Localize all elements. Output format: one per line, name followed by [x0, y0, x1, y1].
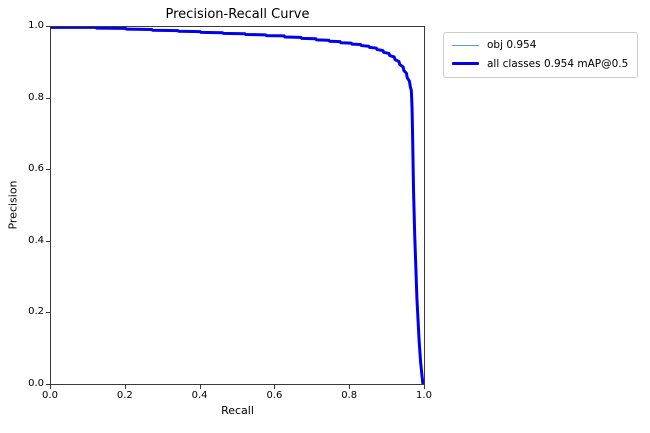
x-tick-mark — [124, 385, 126, 389]
x-tick-label: 0.0 — [42, 390, 58, 401]
legend-line-sample-all-classes — [452, 62, 479, 66]
y-tick-mark — [46, 169, 50, 171]
x-tick-label: 0.8 — [341, 390, 358, 401]
y-axis-label: Precision — [6, 180, 20, 230]
y-tick-label: 0.8 — [28, 91, 44, 103]
y-tick-mark — [46, 97, 50, 99]
x-tick-label: 0.2 — [116, 390, 133, 401]
chart-title: Precision-Recall Curve — [165, 7, 310, 22]
y-tick-mark — [46, 384, 50, 385]
x-tick-mark — [50, 385, 51, 389]
x-axis-label: Recall — [221, 404, 254, 417]
x-tick-label: 1.0 — [416, 390, 432, 401]
legend-item-obj: obj 0.954 — [452, 39, 628, 52]
legend-item-all-classes: all classes 0.954 mAP@0.5 — [452, 58, 628, 71]
plot-svg — [51, 27, 424, 384]
x-tick-mark — [274, 385, 276, 389]
y-tick-label: 0.2 — [28, 306, 44, 318]
y-tick-label: 0.6 — [28, 163, 44, 175]
y-tick-label: 1.0 — [28, 20, 44, 31]
x-tick-mark — [199, 385, 201, 389]
x-tick-label: 0.4 — [191, 390, 208, 401]
legend-line-sample-obj — [452, 44, 479, 47]
x-tick-mark — [349, 385, 351, 389]
y-tick-mark — [46, 240, 50, 242]
x-tick-mark — [424, 385, 425, 389]
y-tick-label: 0.0 — [28, 378, 44, 389]
y-tick-mark — [46, 312, 50, 314]
x-tick-label: 0.6 — [266, 390, 283, 401]
legend-label-obj: obj 0.954 — [487, 39, 537, 51]
y-tick-label: 0.4 — [28, 234, 44, 246]
plot-area — [50, 26, 425, 385]
legend: obj 0.954 all classes 0.954 mAP@0.5 — [443, 32, 639, 79]
legend-label-all-classes: all classes 0.954 mAP@0.5 — [487, 57, 629, 70]
y-tick-mark — [46, 26, 50, 27]
